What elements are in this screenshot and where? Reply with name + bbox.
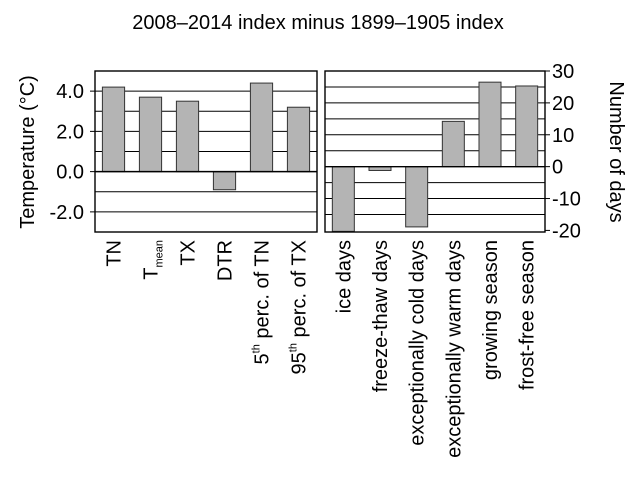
days-category-label-2: exceptionally cold days	[407, 240, 429, 446]
days-category-label-3: exceptionally warm days	[443, 240, 465, 458]
temp-bar-5	[286, 106, 311, 173]
temp-category-label-1: Tmean	[141, 240, 166, 280]
days-y-tick-label: 10	[552, 125, 574, 147]
days-panel: Number of days 30 20 10 0 -10 -20 ice days free…	[324, 61, 627, 458]
temp-y-tick-label: 2.0	[56, 121, 84, 143]
days-bar-2	[405, 166, 429, 228]
temp-category-label-3: DTR	[215, 240, 237, 281]
days-category-label-0: ice days	[333, 240, 355, 313]
days-y-tick-label: -20	[552, 220, 581, 242]
days-y-tick-label: -10	[552, 189, 581, 211]
days-category-label-5: frost-free season	[517, 240, 539, 390]
days-y-tick-label: 30	[552, 61, 574, 83]
temp-y-tick-label: 4.0	[56, 81, 84, 103]
temp-bar-0	[101, 86, 126, 173]
temp-bar-4	[249, 82, 274, 173]
left-y-axis-label: Temperature (°C)	[17, 75, 39, 229]
temp-category-label-5: 95th perc. of TX	[288, 240, 311, 374]
right-y-axis-label: Number of days	[605, 81, 627, 222]
temp-bar-3	[212, 171, 237, 191]
days-bar-3	[441, 120, 465, 168]
temperature-panel: Temperature (°C) 4.0 2.0 0.0 -2.0 TN Tmean TX D…	[17, 70, 318, 374]
days-bar-4	[478, 81, 502, 168]
temp-category-label-4: 5th perc. of TN	[251, 240, 274, 364]
days-plot-frame	[324, 70, 546, 233]
temp-category-label-0: TN	[104, 240, 126, 267]
temp-plot-frame	[94, 70, 318, 233]
days-y-tick-label: 20	[552, 93, 574, 115]
days-bar-5	[515, 85, 539, 168]
temp-bar-1	[138, 96, 163, 173]
days-y-tick-label: 0	[552, 157, 563, 179]
days-bar-0	[331, 166, 355, 232]
days-category-label-4: growing season	[480, 240, 502, 380]
temp-bar-2	[175, 100, 200, 173]
chart-title: 2008–2014 index minus 1899–1905 index	[132, 12, 503, 34]
temp-y-tick-label: -2.0	[50, 202, 84, 224]
days-category-label-1: freeze-thaw days	[370, 240, 392, 392]
temp-category-label-2: TX	[178, 240, 200, 266]
temp-y-tick-label: 0.0	[56, 162, 84, 184]
